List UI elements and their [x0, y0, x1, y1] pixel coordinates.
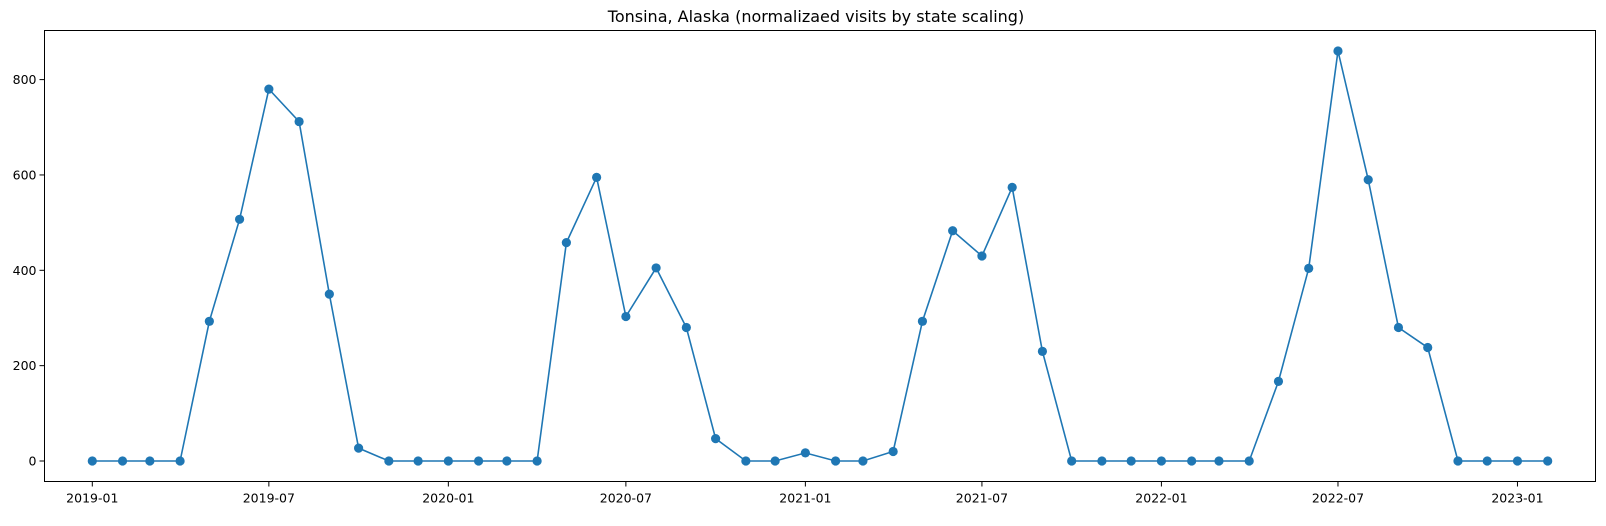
data-point — [443, 456, 453, 466]
data-point — [502, 456, 512, 466]
x-tick-label: 2020-01 — [422, 491, 474, 506]
data-point — [888, 446, 898, 457]
data-point — [741, 456, 751, 466]
data-point — [354, 443, 364, 453]
data-point — [204, 316, 214, 326]
data-point — [1273, 376, 1284, 386]
chart-title: Tonsina, Alaska (normalizaed visits by s… — [607, 7, 1024, 26]
data-point — [1067, 456, 1077, 466]
data-point — [977, 251, 987, 261]
y-tick-label: 400 — [13, 263, 37, 278]
data-point — [858, 456, 868, 466]
data-point — [1333, 46, 1343, 56]
y-tick-label: 800 — [13, 72, 37, 87]
data-point — [1512, 456, 1523, 466]
y-tick-label: 200 — [13, 358, 37, 373]
data-point — [1453, 456, 1463, 466]
data-point — [87, 456, 97, 466]
y-tick-label: 0 — [29, 454, 37, 469]
data-point — [1214, 456, 1224, 466]
x-tick-label: 2021-01 — [779, 491, 831, 506]
data-point — [831, 456, 841, 466]
data-point — [413, 456, 423, 466]
y-tick-label: 600 — [13, 167, 37, 182]
x-tick-label: 2019-01 — [66, 491, 118, 506]
data-point — [1126, 456, 1136, 466]
data-point — [532, 456, 542, 466]
data-point — [1304, 263, 1314, 273]
data-point — [917, 316, 928, 326]
data-point — [473, 456, 484, 466]
data-point — [117, 456, 128, 466]
x-tick-label: 2022-07 — [1312, 491, 1364, 506]
data-point — [145, 456, 155, 466]
data-point — [384, 456, 394, 466]
data-point — [324, 289, 334, 299]
data-point — [1482, 456, 1492, 466]
data-point — [175, 456, 185, 466]
data-point — [234, 214, 245, 224]
data-point — [294, 116, 304, 127]
plot-area — [87, 46, 1553, 466]
data-point — [770, 456, 780, 466]
data-point — [264, 84, 274, 94]
series-line — [92, 50, 1548, 462]
data-point — [1187, 456, 1197, 466]
data-point — [1007, 182, 1017, 192]
data-point — [651, 263, 661, 273]
data-point — [681, 322, 691, 333]
data-point — [1543, 456, 1553, 466]
data-point — [621, 311, 631, 322]
x-tick-label: 2023-01 — [1491, 491, 1543, 506]
data-point — [800, 448, 810, 458]
data-point — [1037, 346, 1048, 356]
x-tick-label: 2020-07 — [600, 491, 652, 506]
data-point — [1393, 322, 1404, 333]
axes-frame — [44, 30, 1596, 482]
data-point — [592, 172, 602, 182]
data-point — [1244, 456, 1254, 466]
data-point — [1097, 456, 1107, 466]
data-point — [1156, 456, 1167, 466]
x-tick-label: 2022-01 — [1135, 491, 1187, 506]
data-point — [561, 238, 571, 248]
data-point — [1423, 342, 1433, 353]
data-point — [948, 226, 958, 236]
x-tick-label: 2019-07 — [243, 491, 295, 506]
data-point — [1363, 175, 1373, 185]
x-tick-label: 2021-07 — [956, 491, 1008, 506]
data-point — [711, 433, 721, 444]
